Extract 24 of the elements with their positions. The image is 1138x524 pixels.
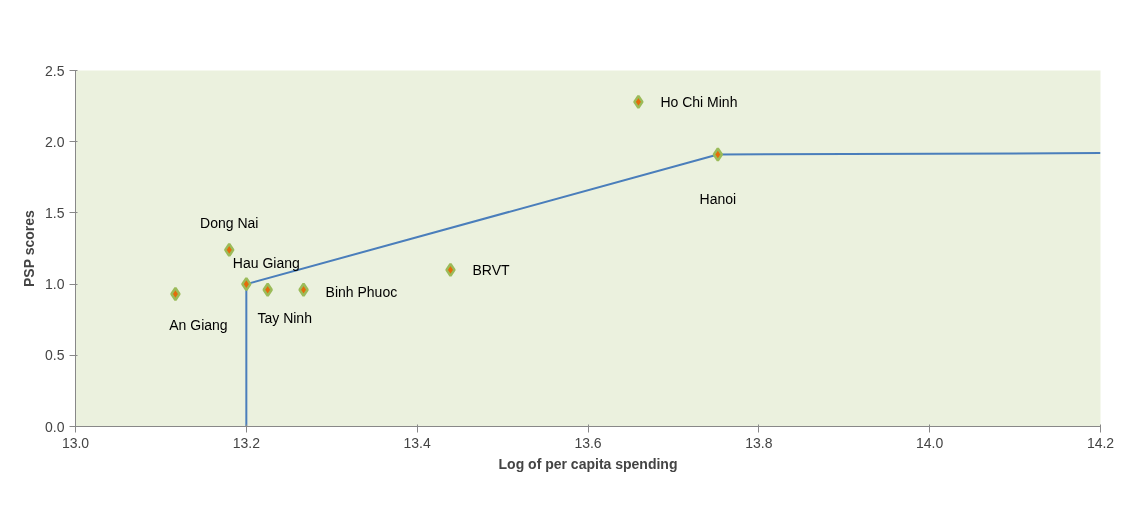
x-tick-label: 14.0 — [916, 434, 944, 451]
y-tick-label: 1.0 — [45, 276, 65, 293]
x-axis-title: Log of per capita spending — [498, 455, 678, 472]
x-tick-label: 13.8 — [745, 434, 773, 451]
x-tick-label: 13.0 — [61, 434, 90, 451]
annotation: Binh Phuoc — [325, 283, 398, 300]
x-tick-label: 13.4 — [403, 434, 431, 451]
y-tick-label: 1.5 — [45, 204, 65, 221]
x-tick-label: 14.2 — [1086, 434, 1115, 451]
annotation: BRVT — [472, 261, 511, 278]
annotation: Dong Nai — [200, 214, 259, 231]
y-axis-title: PSP scores — [21, 210, 38, 288]
y-tick-label: 0.0 — [45, 418, 65, 435]
x-tick-label: 13.6 — [574, 434, 602, 451]
point — [712, 147, 724, 162]
y-tick-label: 0.5 — [45, 347, 65, 364]
annotation: Hau Giang — [232, 255, 300, 272]
annotation: An Giang — [169, 317, 228, 334]
annotation: Tay Ninh — [257, 309, 312, 326]
annotation: Hanoi — [699, 190, 737, 207]
y-tick-label: 2.5 — [45, 62, 65, 79]
annotation: Ho Chi Minh — [660, 93, 738, 110]
x-tick-label: 13.2 — [232, 434, 261, 451]
y-tick-label: 2.0 — [45, 133, 65, 150]
